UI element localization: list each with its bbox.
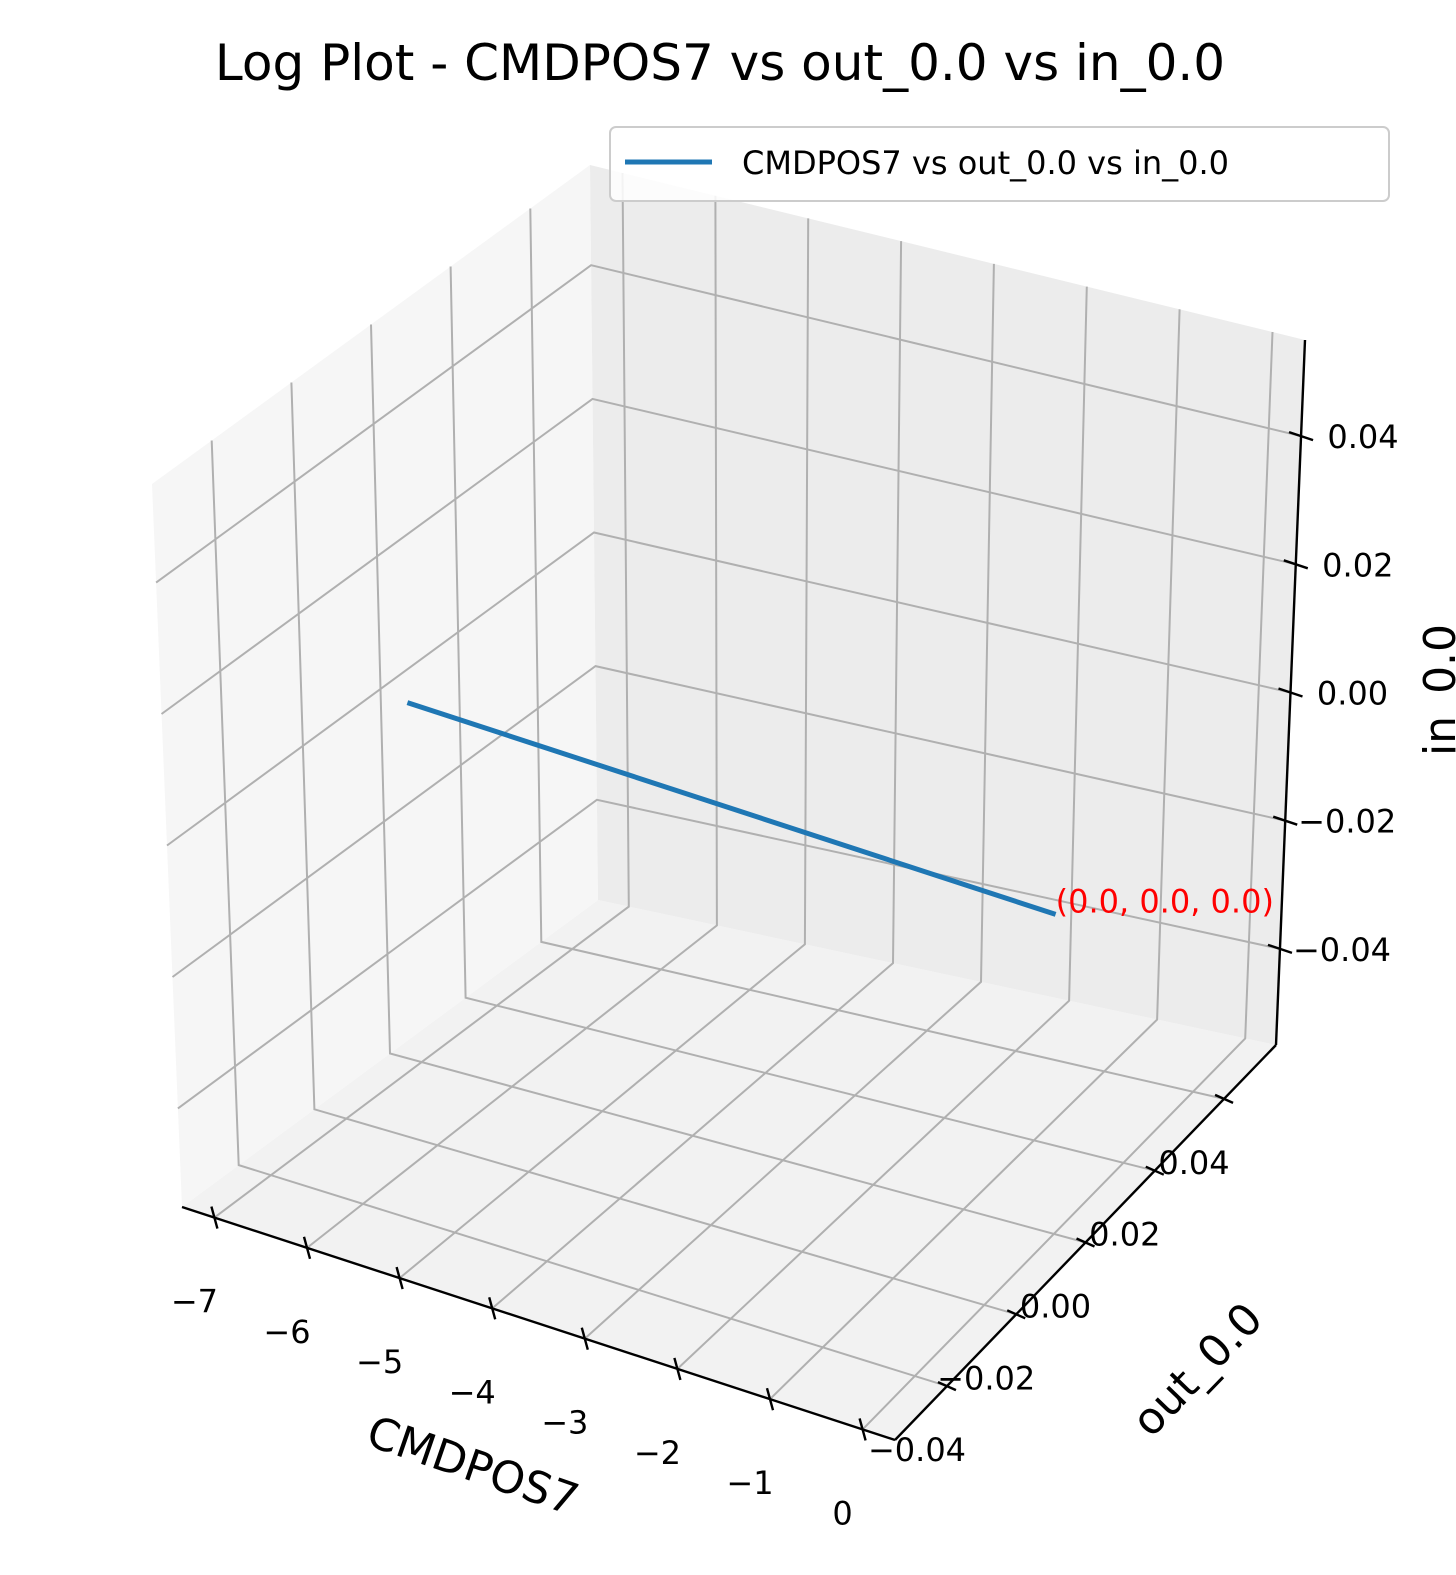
series-line bbox=[406, 700, 1057, 917]
z-tick-label: −0.04 bbox=[1293, 931, 1391, 969]
y-gridline bbox=[210, 440, 948, 1388]
z-tick-mark bbox=[1283, 559, 1309, 570]
x-tick-label: −5 bbox=[356, 1343, 403, 1381]
z-tick-label: 0.02 bbox=[1322, 546, 1393, 584]
y-gridline bbox=[290, 382, 1017, 1316]
z-gridline bbox=[155, 264, 1302, 584]
z-tick-label: −0.02 bbox=[1298, 803, 1396, 841]
x-tick-mark bbox=[673, 1357, 682, 1381]
y-axis-label: out_0.0 bbox=[1122, 1293, 1273, 1446]
point-annotation: (0.0, 0.0, 0.0) bbox=[1056, 882, 1274, 920]
x-gridline bbox=[676, 286, 1088, 1370]
y-tick-label: 0.00 bbox=[1020, 1288, 1091, 1326]
legend-box bbox=[609, 126, 1390, 202]
y-tick-mark bbox=[1145, 1165, 1165, 1176]
pane-left-wall bbox=[152, 165, 598, 1207]
x-tick-label: −7 bbox=[171, 1283, 218, 1321]
x-tick-mark bbox=[580, 1327, 589, 1350]
y-tick-mark bbox=[1214, 1093, 1234, 1104]
y-tick-mark bbox=[937, 1381, 957, 1392]
chart-title: Log Plot - CMDPOS7 vs out_0.0 vs in_0.0 bbox=[215, 34, 1225, 92]
pane-back-wall bbox=[590, 165, 1305, 1045]
y-tick-label: −0.02 bbox=[937, 1359, 1035, 1397]
pane-floor bbox=[182, 900, 1276, 1440]
legend-label: CMDPOS7 vs out_0.0 vs in_0.0 bbox=[742, 144, 1229, 182]
x-axis-line bbox=[181, 1205, 896, 1442]
x-tick-mark bbox=[395, 1266, 404, 1290]
z-tick-label: 0.00 bbox=[1317, 675, 1388, 713]
x-tick-mark bbox=[765, 1387, 775, 1411]
x-tick-label: −4 bbox=[449, 1373, 496, 1411]
y-tick-label: 0.04 bbox=[1158, 1144, 1229, 1182]
y-tick-mark bbox=[1076, 1237, 1095, 1248]
tick-labels: −7 −6 −5 −4 −3 −2 −1 0 −0.04 −0.02 0.00 0.02 0.04 −0.… bbox=[171, 418, 1399, 1532]
x-tick-mark bbox=[210, 1206, 219, 1229]
y-gridline bbox=[370, 324, 1086, 1244]
x-tick-mark bbox=[488, 1297, 497, 1320]
x-tick-label: −3 bbox=[541, 1404, 588, 1442]
x-gridline bbox=[213, 172, 630, 1219]
x-gridline bbox=[306, 195, 718, 1249]
z-gridline bbox=[166, 531, 1291, 847]
x-gridline bbox=[769, 309, 1181, 1400]
y-gridline bbox=[449, 266, 1156, 1172]
z-gridline bbox=[177, 798, 1281, 1110]
series-layer bbox=[406, 700, 1057, 917]
x-gridline bbox=[861, 331, 1274, 1431]
z-tick-mark bbox=[1267, 943, 1293, 955]
x-tick-label: −6 bbox=[263, 1313, 310, 1351]
z-gridline bbox=[171, 665, 1286, 978]
x-tick-label: 0 bbox=[832, 1494, 852, 1532]
z-tick-label: 0.04 bbox=[1327, 418, 1398, 456]
z-tick-mark bbox=[1278, 687, 1303, 698]
x-gridline bbox=[491, 241, 903, 1310]
z-axis-label: in_0.0 bbox=[1415, 624, 1456, 756]
z-gridline bbox=[160, 397, 1297, 715]
x-gridline bbox=[398, 218, 810, 1279]
axes bbox=[181, 339, 1314, 1442]
grid-lines bbox=[155, 172, 1302, 1431]
x-tick-mark bbox=[858, 1418, 867, 1441]
y-tick-label: 0.02 bbox=[1089, 1216, 1160, 1254]
y-gridline bbox=[529, 208, 1225, 1100]
x-tick-label: −2 bbox=[634, 1434, 681, 1472]
x-gridline bbox=[584, 263, 995, 1340]
x-tick-mark bbox=[302, 1236, 312, 1260]
y-tick-label: −0.04 bbox=[868, 1431, 966, 1469]
legend[interactable]: CMDPOS7 vs out_0.0 vs in_0.0 bbox=[609, 126, 1390, 202]
z-tick-mark bbox=[1288, 430, 1314, 442]
z-tick-mark bbox=[1272, 815, 1298, 826]
x-tick-label: −1 bbox=[726, 1464, 773, 1502]
y-tick-mark bbox=[1006, 1309, 1026, 1320]
